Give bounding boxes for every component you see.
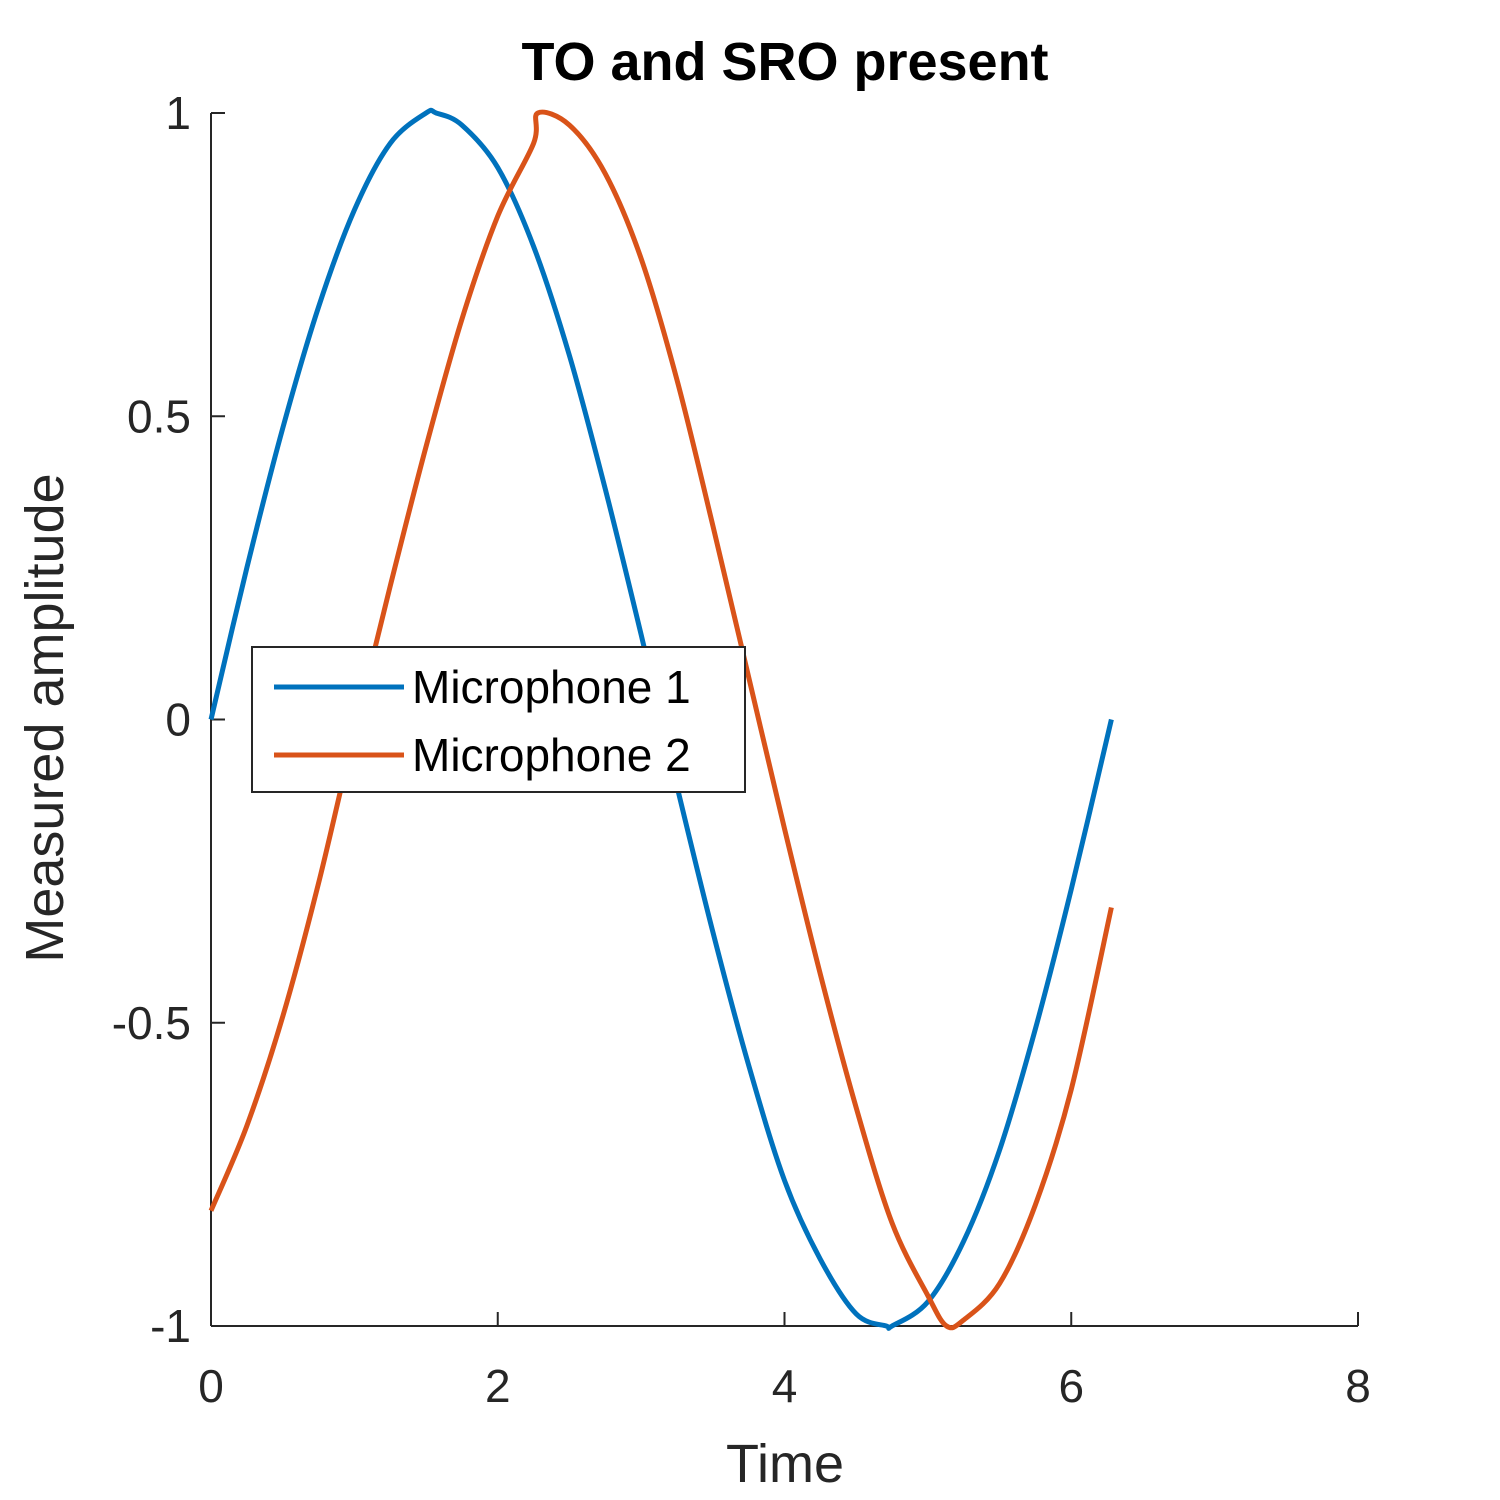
legend: Microphone 1 Microphone 2	[251, 646, 746, 793]
legend-label-1: Microphone 1	[412, 661, 691, 713]
y-tick-label: -1	[150, 1300, 191, 1352]
y-tick-label: -0.5	[112, 997, 191, 1049]
x-axis-label: Time	[726, 1434, 844, 1494]
y-tick-label: 0	[165, 694, 191, 746]
x-tick-label: 6	[1058, 1360, 1084, 1412]
x-tick-label: 4	[772, 1360, 798, 1412]
y-axis-label: Measured amplitude	[15, 473, 75, 962]
x-tick-label: 8	[1345, 1360, 1371, 1412]
y-tick-label: 0.5	[127, 390, 191, 442]
y-tick-label: 1	[165, 87, 191, 139]
chart-title: TO and SRO present	[521, 32, 1048, 92]
legend-label-2: Microphone 2	[412, 729, 691, 781]
x-tick-label: 0	[198, 1360, 224, 1412]
axes: 0 2 4 6 8 -1 -0.5 0 0.5 1	[112, 87, 1371, 1412]
x-tick-label: 2	[485, 1360, 511, 1412]
legend-box	[251, 646, 746, 793]
